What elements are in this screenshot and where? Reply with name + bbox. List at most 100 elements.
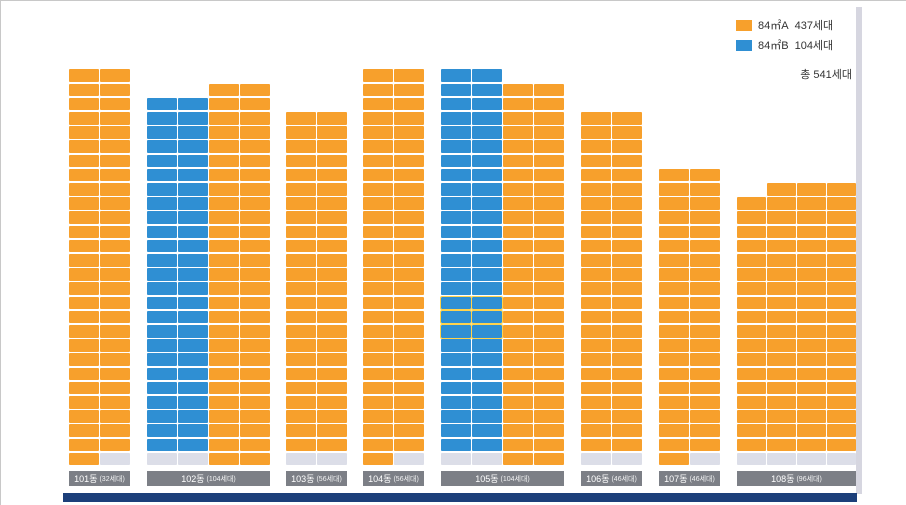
- unit-84a: [503, 325, 533, 338]
- unit-84a: [209, 254, 239, 267]
- unit-84a: [581, 112, 611, 125]
- unit-84a: [286, 268, 316, 281]
- unit-84a: [581, 325, 611, 338]
- unit-84a: [209, 282, 239, 296]
- legend-swatch-blue: [736, 39, 752, 51]
- unit-84a: [612, 381, 642, 395]
- unit-84a: [317, 112, 347, 125]
- unit-84a: [767, 282, 796, 296]
- unit-84b: [178, 112, 208, 125]
- unit-84a: [209, 296, 239, 310]
- unit-84b: [472, 126, 502, 139]
- unit-84b: [147, 97, 177, 111]
- unit-84b: [441, 168, 471, 182]
- unit-84a: [286, 424, 316, 438]
- unit-84a: [317, 268, 347, 281]
- unit-84b: [441, 197, 471, 210]
- building-name: 106동: [586, 474, 610, 484]
- unit-84b: [441, 154, 471, 168]
- unit-84a: [69, 254, 99, 267]
- unit-84a: [827, 438, 856, 452]
- unit-84a: [69, 438, 99, 452]
- unit-84a: [209, 438, 239, 452]
- unit-84a: [690, 339, 720, 352]
- unit-84a: [240, 239, 270, 253]
- unit-84a: [690, 310, 720, 324]
- unit-84b: [472, 183, 502, 196]
- unit-84a: [581, 310, 611, 324]
- unit-84a: [394, 424, 424, 438]
- building-label: 104동 (56세대): [363, 471, 424, 486]
- unit-84a: [394, 140, 424, 154]
- unit-84a: [503, 410, 533, 423]
- unit-84b: [147, 168, 177, 182]
- building-unit-count: (56세대): [393, 475, 419, 483]
- unit-84a: [69, 140, 99, 154]
- unit-84a: [394, 225, 424, 239]
- unit-84a: [394, 211, 424, 225]
- unit-84a: [394, 254, 424, 267]
- unit-84b: [178, 310, 208, 324]
- legend-total: 총 541세대: [800, 69, 852, 81]
- unit-84a: [612, 396, 642, 409]
- unit-84a: [286, 154, 316, 168]
- building-name: 104동: [368, 474, 392, 484]
- building-label: 102동 (104세대): [147, 471, 270, 486]
- unit-84a: [286, 296, 316, 310]
- unit-84a: [534, 339, 564, 352]
- unit-84a: [612, 140, 642, 154]
- unit-84b: [178, 353, 208, 367]
- unit-84a: [581, 296, 611, 310]
- unit-84b: [441, 410, 471, 423]
- unit-84a: [612, 325, 642, 338]
- unit-84a: [69, 154, 99, 168]
- empty-unit: [441, 452, 471, 466]
- unit-84a: [612, 367, 642, 381]
- unit-84a: [69, 126, 99, 139]
- unit-84a: [240, 83, 270, 97]
- unit-84a: [659, 367, 689, 381]
- unit-84b: [441, 225, 471, 239]
- unit-84a: [363, 438, 393, 452]
- unit-84a: [581, 126, 611, 139]
- unit-84a: [534, 325, 564, 338]
- unit-84a: [737, 197, 766, 210]
- unit-84a: [797, 225, 826, 239]
- unit-84a: [394, 438, 424, 452]
- unit-84a: [394, 126, 424, 139]
- unit-84a: [659, 268, 689, 281]
- unit-84b: [441, 254, 471, 267]
- unit-84a: [209, 325, 239, 338]
- unit-84a: [363, 381, 393, 395]
- unit-84a: [534, 97, 564, 111]
- unit-84b: [472, 381, 502, 395]
- unit-84a: [767, 424, 796, 438]
- unit-84a: [737, 310, 766, 324]
- unit-84a: [363, 154, 393, 168]
- unit-84a: [767, 197, 796, 210]
- unit-84a: [534, 254, 564, 267]
- unit-84a: [209, 140, 239, 154]
- unit-84b: [178, 381, 208, 395]
- unit-84a: [690, 325, 720, 338]
- unit-84a: [394, 83, 424, 97]
- unit-84a: [690, 211, 720, 225]
- unit-84b: [441, 424, 471, 438]
- unit-84a: [69, 69, 99, 83]
- unit-84a: [240, 452, 270, 466]
- unit-84a: [100, 154, 130, 168]
- unit-84a: [100, 339, 130, 352]
- unit-84a: [612, 183, 642, 196]
- unit-84a: [659, 410, 689, 423]
- unit-84a: [534, 367, 564, 381]
- unit-84a: [659, 225, 689, 239]
- unit-84a: [209, 424, 239, 438]
- unit-84a: [659, 282, 689, 296]
- building-label: 103동 (56세대): [286, 471, 347, 486]
- unit-84a: [317, 225, 347, 239]
- unit-84a: [767, 438, 796, 452]
- unit-84a: [100, 424, 130, 438]
- unit-84a: [767, 310, 796, 324]
- unit-84a: [209, 452, 239, 466]
- unit-84a: [659, 310, 689, 324]
